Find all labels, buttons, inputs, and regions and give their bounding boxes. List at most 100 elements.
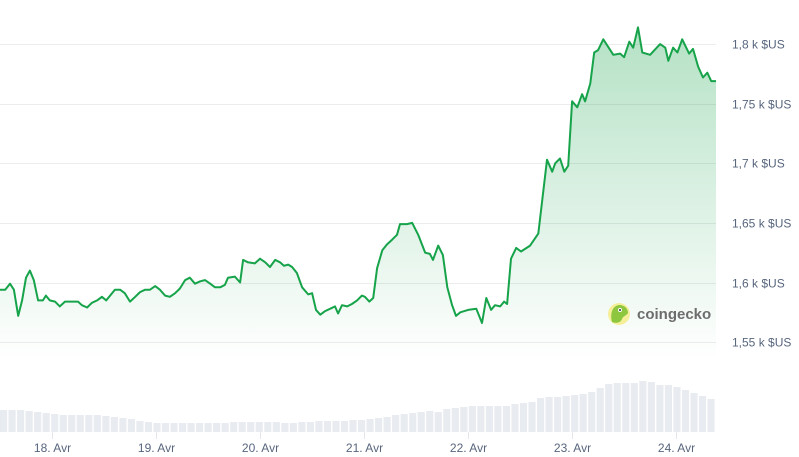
volume-bar: [358, 420, 366, 432]
volume-bar: [349, 420, 357, 432]
coingecko-logo-icon: [608, 303, 630, 325]
y-axis: 1,8 k $US 1,75 k $US 1,7 k $US 1,65 k $US 1,…: [732, 38, 791, 350]
volume-bar: [51, 414, 59, 432]
volume-bar: [102, 416, 110, 432]
volume-bar: [264, 422, 272, 432]
volume-bar: [332, 421, 340, 432]
coingecko-watermark: coingecko: [608, 303, 711, 325]
x-tick-label: 24. Avr: [658, 441, 695, 455]
volume-bar: [664, 385, 672, 432]
volume-bar: [204, 423, 212, 432]
volume-bar: [460, 407, 468, 432]
volume-bar: [93, 415, 101, 432]
volume-bar: [417, 412, 425, 432]
volume-bar: [690, 393, 698, 432]
volume-bar: [0, 410, 8, 432]
volume-bar: [221, 423, 229, 432]
volume-bar: [579, 394, 587, 432]
volume-bar: [639, 381, 647, 432]
volume-bar: [42, 413, 50, 432]
volume-bar: [502, 406, 511, 432]
x-tick-label: 22. Avr: [450, 441, 487, 455]
volume-bar: [681, 390, 690, 432]
volume-bar: [707, 399, 715, 432]
volume-bar: [596, 388, 604, 432]
price-area: [0, 27, 716, 361]
volume-bar: [451, 408, 459, 432]
volume-bar: [400, 414, 408, 432]
volume-bar: [485, 406, 493, 432]
volume-bar: [85, 415, 93, 432]
volume-bar: [588, 392, 596, 432]
volume-bar: [477, 406, 485, 432]
volume-bar: [255, 422, 263, 432]
volume-bar: [238, 422, 246, 432]
volume-bar: [392, 415, 400, 432]
volume-bar: [562, 396, 570, 432]
volume-bar: [528, 402, 536, 432]
volume-bar: [76, 415, 84, 432]
y-tick-label: 1,8 k $US: [732, 38, 785, 52]
volume-bar: [494, 406, 502, 432]
volume-bar: [315, 421, 323, 432]
x-tick-label: 21. Avr: [346, 441, 383, 455]
volume-bar: [170, 423, 178, 432]
volume-bar: [25, 411, 33, 432]
volume-bar: [8, 410, 16, 432]
volume-bar: [434, 412, 442, 432]
coingecko-brand-text: coingecko: [637, 306, 711, 323]
volume-bar: [656, 385, 664, 432]
volume-bar: [247, 422, 255, 432]
volume-bar: [34, 412, 42, 432]
volume-bar: [153, 423, 161, 432]
y-tick-label: 1,55 k $US: [732, 336, 791, 350]
volume-bar: [119, 418, 127, 432]
volume-bar: [323, 421, 332, 432]
volume-bar: [289, 423, 297, 432]
volume-bar: [673, 387, 681, 432]
volume-bar: [366, 419, 374, 432]
volume-bar: [298, 422, 306, 432]
volume-bar: [340, 421, 349, 432]
volume-bars: [0, 381, 715, 432]
volume-bar: [571, 395, 579, 432]
x-tick-label: 18. Avr: [34, 441, 71, 455]
volume-bar: [187, 423, 195, 432]
volume-bar: [136, 421, 144, 432]
volume-bar: [383, 417, 391, 432]
volume-bar: [213, 423, 221, 432]
x-tick-label: 19. Avr: [138, 441, 175, 455]
volume-bar: [537, 398, 545, 432]
x-tick-label: 20. Avr: [242, 441, 279, 455]
volume-bar: [144, 422, 153, 432]
price-line: [0, 26, 716, 324]
volume-bar: [179, 423, 187, 432]
volume-bar: [622, 383, 630, 432]
volume-bar: [230, 422, 238, 432]
x-axis: 18. Avr 19. Avr 20. Avr 21. Avr 22. Avr 23. A…: [34, 432, 695, 455]
volume-bar: [409, 413, 417, 432]
volume-bar: [630, 383, 638, 432]
volume-bar: [554, 397, 562, 432]
volume-bar: [127, 419, 135, 432]
volume-bar: [613, 383, 621, 432]
y-tick-label: 1,7 k $US: [732, 157, 785, 171]
volume-bar: [110, 417, 118, 432]
volume-bar: [468, 406, 476, 432]
volume-bar: [511, 404, 519, 432]
volume-bar: [196, 423, 204, 432]
volume-bar: [161, 423, 170, 432]
y-tick-label: 1,75 k $US: [732, 98, 791, 112]
volume-bar: [698, 396, 707, 432]
y-tick-label: 1,65 k $US: [732, 217, 791, 231]
volume-bar: [17, 410, 25, 432]
volume-bar: [605, 384, 613, 432]
volume-bar: [519, 403, 528, 432]
volume-bar: [68, 415, 76, 432]
volume-bar: [443, 409, 451, 432]
volume-bar: [306, 422, 314, 432]
volume-bar: [272, 422, 280, 432]
volume-bar: [545, 397, 553, 432]
volume-bar: [59, 415, 67, 432]
